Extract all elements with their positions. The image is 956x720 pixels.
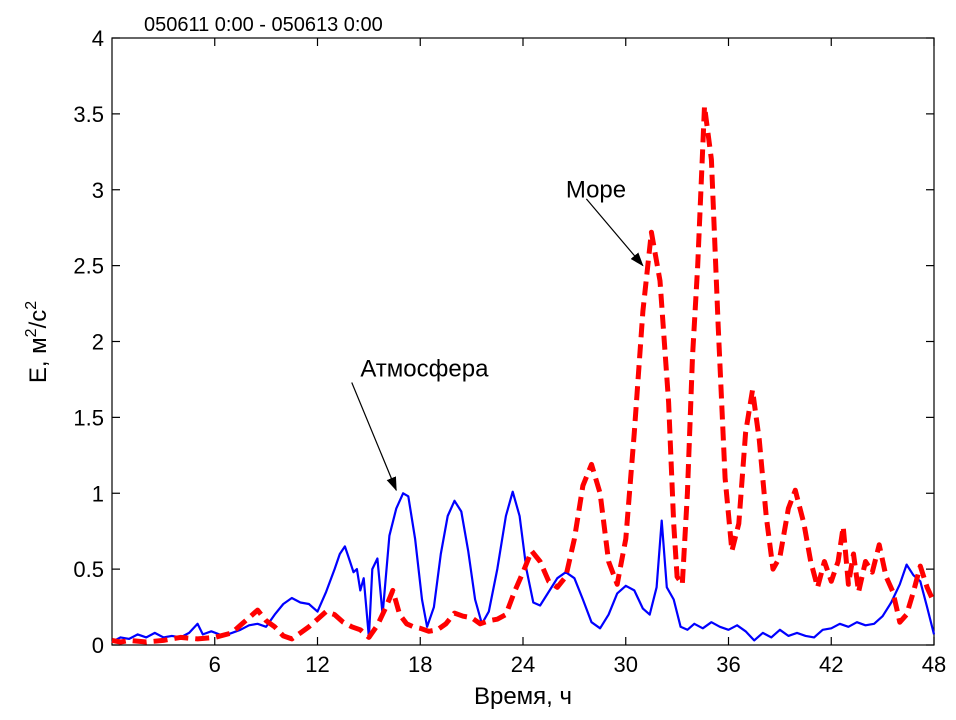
annotations: Море Атмосфера [351, 176, 644, 492]
chart-title: 050611 0:00 - 050613 0:00 [144, 14, 383, 36]
x-tick-label: 18 [408, 652, 432, 677]
y-tick-label: 0.5 [73, 557, 104, 582]
y-tick-label: 0 [92, 633, 104, 658]
x-tick-label: 24 [511, 652, 535, 677]
y-axis-label: E, м2/c2 [23, 301, 52, 383]
annotation-atmosphere-label: Атмосфера [360, 355, 489, 382]
y-tick-label: 4 [92, 26, 104, 51]
y-tick-label: 3 [92, 178, 104, 203]
y-tick-label: 1.5 [73, 405, 104, 430]
y-axis-label-sup1: 2 [23, 328, 40, 337]
series-layer [111, 103, 937, 645]
series-line-sea [111, 103, 937, 645]
x-tick-label: 30 [614, 652, 638, 677]
y-axis-label-base: E, м [25, 337, 52, 383]
x-tick-label: 6 [209, 652, 221, 677]
x-axis-label: Время, ч [474, 683, 572, 710]
x-tick-label: 48 [922, 652, 946, 677]
y-axis-label-sup2: 2 [23, 301, 40, 310]
x-axis-ticks: 6 12 18 24 30 36 42 48 [209, 38, 946, 677]
x-tick-label: 36 [716, 652, 740, 677]
annotation-arrow [585, 198, 644, 267]
y-tick-label: 1 [92, 481, 104, 506]
y-axis-ticks: 0 0.5 1 1.5 2 2.5 3 3.5 4 [73, 26, 934, 658]
y-axis-label-mid: /c [25, 310, 52, 329]
annotation-arrow [351, 382, 397, 492]
y-tick-label: 3.5 [73, 102, 104, 127]
y-tick-label: 2 [92, 330, 104, 355]
annotation-sea-label: Море [566, 176, 626, 203]
y-tick-label: 2.5 [73, 254, 104, 279]
x-tick-label: 42 [819, 652, 843, 677]
x-tick-label: 12 [305, 652, 329, 677]
